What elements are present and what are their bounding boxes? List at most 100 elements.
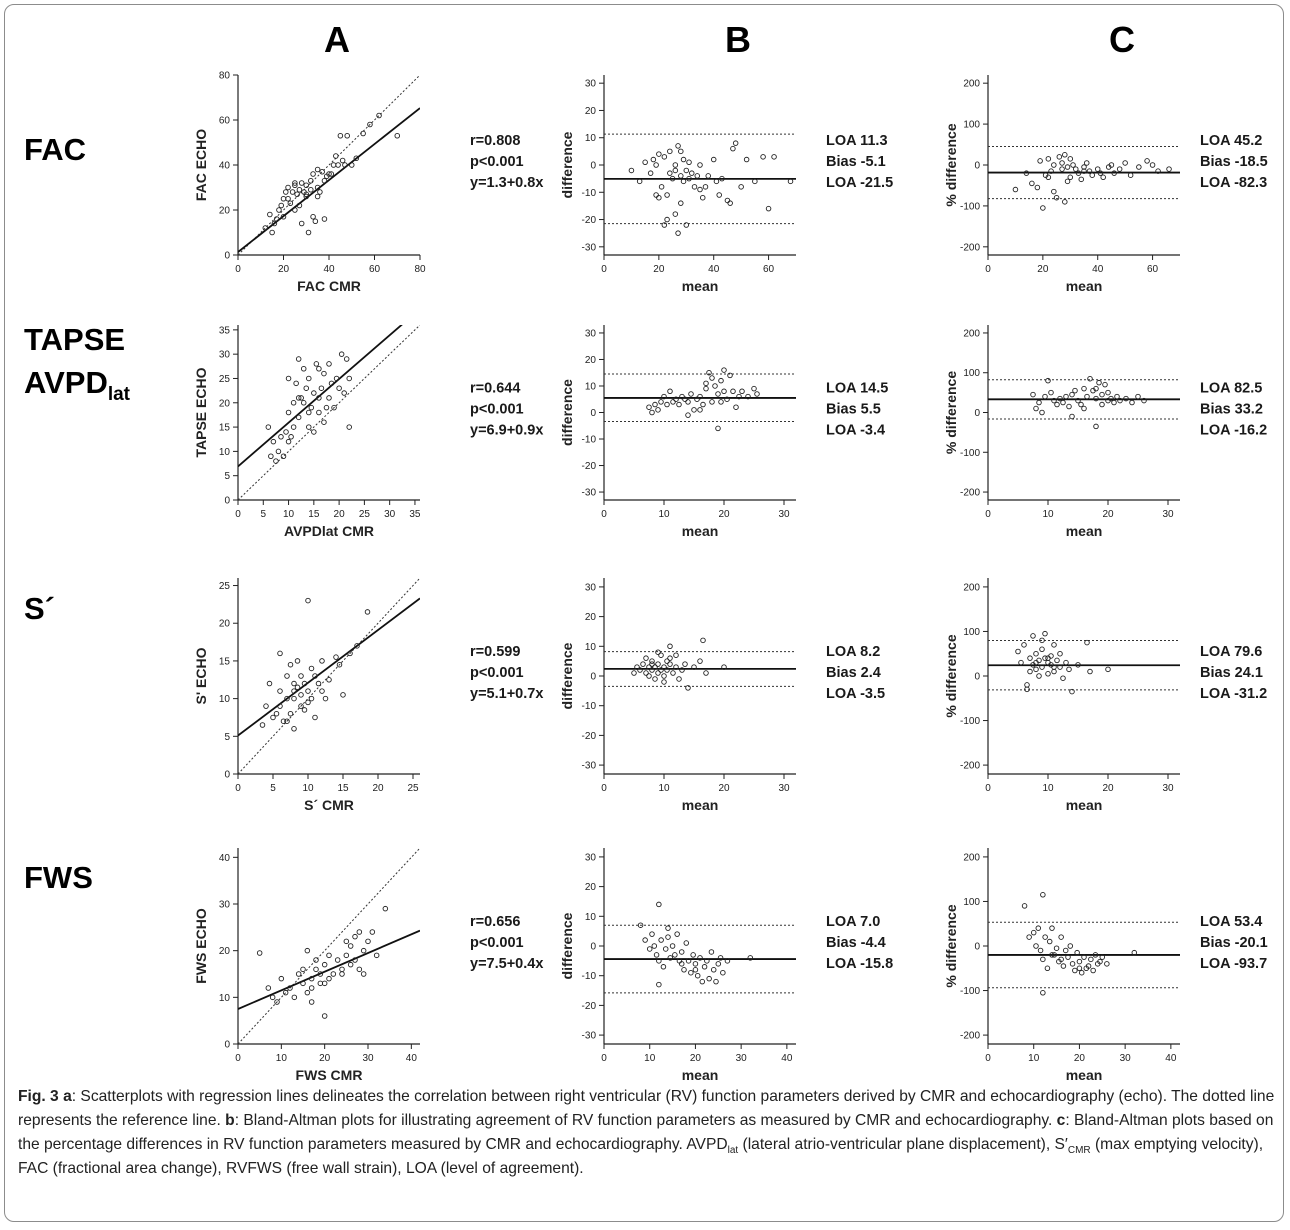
fws-pct-data-point bbox=[1099, 954, 1106, 960]
fac-pct-x-tick-label: 40 bbox=[1092, 264, 1104, 275]
tapse-ba-stat-0: LOA 14.5 bbox=[826, 381, 888, 397]
fws-scatter-data-point bbox=[326, 952, 332, 959]
fac-ba-data-point bbox=[664, 216, 670, 223]
fws-ba-y-tick-label: 0 bbox=[590, 942, 596, 953]
fac-pct-data-point bbox=[1034, 184, 1041, 191]
fac-pct-data-point bbox=[1081, 168, 1087, 174]
fws-scatter-lines bbox=[238, 848, 420, 1044]
s-scatter-data-point bbox=[305, 597, 311, 604]
fac-scatter-data-point bbox=[283, 189, 289, 195]
fac-pct-data-point bbox=[1029, 180, 1035, 187]
fac-scatter-y-tick-label: 80 bbox=[219, 71, 231, 82]
fac-pct-data-point bbox=[1094, 166, 1101, 172]
tapse-pct-y-tick-label: 200 bbox=[963, 328, 980, 339]
fws-scatter-y-tick-label: 0 bbox=[224, 1040, 230, 1051]
row-label-fws: FWS bbox=[24, 860, 93, 895]
fac-ba-y-tick-label: -10 bbox=[582, 188, 597, 199]
tapse-ba-x-axis-label: mean bbox=[682, 523, 719, 539]
s-ba-x-axis-label: mean bbox=[682, 797, 719, 813]
fac-scatter-data-point bbox=[303, 191, 310, 197]
fac-pct-data-point bbox=[1122, 160, 1128, 166]
s-pct-data-point bbox=[1036, 673, 1042, 679]
tapse-pct-data-point bbox=[1081, 385, 1087, 392]
tapse-pct-data-point bbox=[1045, 377, 1051, 384]
fac-pct-data-point bbox=[1051, 162, 1057, 168]
fws-scatter-plot: 0 10 20 30 40 0 10 20 30 40 FWS CMR FWS ECHO r=0.656… bbox=[193, 848, 543, 1080]
tapse-ba-data-point bbox=[745, 393, 751, 400]
s-ba-data-point bbox=[667, 655, 673, 661]
fws-pct-data-point bbox=[1062, 947, 1069, 954]
fws-ba-data-point bbox=[713, 978, 719, 985]
caption-b-label: b bbox=[225, 1112, 235, 1129]
fws-ba-data-point bbox=[683, 940, 690, 946]
tapse-scatter-lines bbox=[238, 325, 420, 500]
s-ba-data-point bbox=[667, 661, 673, 667]
fac-scatter-data-point bbox=[349, 162, 355, 168]
tapse-pct-x-tick-label: 30 bbox=[1162, 509, 1174, 520]
s-ba-data-point bbox=[661, 664, 667, 670]
tapse-pct-data-point bbox=[1072, 387, 1078, 394]
s-ba-y-axis-label: difference bbox=[559, 642, 575, 709]
fac-ba-data-point bbox=[694, 173, 701, 179]
fac-scatter-data-point bbox=[337, 132, 344, 139]
fws-ba-data-point bbox=[708, 949, 715, 955]
tapse-ba-data-point bbox=[664, 401, 670, 408]
tapse-pct-x-axis-label: mean bbox=[1066, 523, 1103, 539]
fws-pct-data-point bbox=[1067, 943, 1074, 949]
tapse-ba-data-point bbox=[685, 399, 691, 405]
tapse-scatter-regression-line bbox=[238, 325, 403, 468]
tapse-pct-data-point bbox=[1117, 397, 1123, 404]
fac-scatter-data-point bbox=[344, 132, 350, 139]
fws-scatter-y-tick-label: 10 bbox=[219, 993, 231, 1004]
fws-ba-data-point bbox=[720, 969, 726, 976]
tapse-scatter-data-point bbox=[285, 409, 292, 416]
fac-scatter-data-point bbox=[330, 162, 337, 168]
tapse-pct-data-point bbox=[1069, 391, 1075, 398]
fac-pct-data-point bbox=[1059, 160, 1065, 166]
s-scatter-data-point bbox=[319, 688, 325, 694]
fac-pct-data-point bbox=[1144, 158, 1150, 164]
row-label-avpd-main: AVPD bbox=[24, 365, 108, 400]
fws-ba-y-tick-label: 10 bbox=[585, 912, 597, 923]
fac-scatter-data-point bbox=[326, 171, 332, 177]
fac-scatter-data-point bbox=[280, 195, 287, 202]
tapse-pct-stat-0: LOA 82.5 bbox=[1200, 381, 1262, 397]
tapse-scatter-x-tick-label: 20 bbox=[334, 509, 346, 520]
fac-ba-x-tick-label: 40 bbox=[708, 264, 720, 275]
tapse-scatter-x-tick-label: 35 bbox=[409, 509, 421, 520]
s-scatter-data-point bbox=[305, 688, 311, 694]
tapse-scatter-data-point bbox=[268, 453, 274, 460]
s-scatter-stat-0: r=0.599 bbox=[470, 644, 520, 660]
fac-ba-y-tick-label: 30 bbox=[585, 79, 597, 90]
fac-ba-data-point bbox=[672, 211, 679, 217]
fac-scatter-data-point bbox=[305, 229, 312, 236]
fws-pct-data-point bbox=[1076, 965, 1083, 972]
s-ba-y-tick-label: 20 bbox=[585, 612, 597, 623]
fws-ba-x-tick-label: 20 bbox=[690, 1053, 702, 1064]
s-ba-data-point bbox=[646, 664, 652, 670]
s-pct-data-point bbox=[1057, 650, 1063, 657]
fac-scatter-data-point bbox=[271, 220, 278, 227]
fac-ba-x-axis-label: mean bbox=[682, 278, 719, 294]
tapse-scatter-data-point bbox=[308, 404, 315, 411]
tapse-ba-data-point bbox=[703, 380, 709, 387]
fws-ba-data-point bbox=[715, 961, 722, 967]
fac-ba-data-point bbox=[678, 173, 684, 179]
tapse-pct-x-tick-label: 20 bbox=[1102, 509, 1114, 520]
tapse-ba-data-point bbox=[730, 388, 736, 395]
s-scatter-data-point bbox=[277, 703, 283, 709]
fac-ba-data-point bbox=[765, 205, 772, 212]
fws-ba-data-point bbox=[658, 937, 664, 943]
fws-ba-data-point bbox=[688, 969, 694, 976]
tapse-pct-data-point bbox=[1048, 389, 1054, 396]
fws-ba-x-tick-label: 30 bbox=[736, 1053, 748, 1064]
s-pct-lines bbox=[988, 640, 1180, 691]
fac-ba-data-point bbox=[686, 159, 692, 166]
column-header-b: B bbox=[725, 19, 751, 60]
s-scatter-data-point bbox=[284, 673, 290, 679]
tapse-ba-y-tick-label: 0 bbox=[590, 408, 596, 419]
fws-scatter-data-point bbox=[278, 975, 285, 982]
fac-scatter-data-point bbox=[317, 189, 323, 195]
fws-scatter-reference-line bbox=[238, 848, 420, 1044]
fws-scatter-data-point bbox=[269, 994, 276, 1001]
